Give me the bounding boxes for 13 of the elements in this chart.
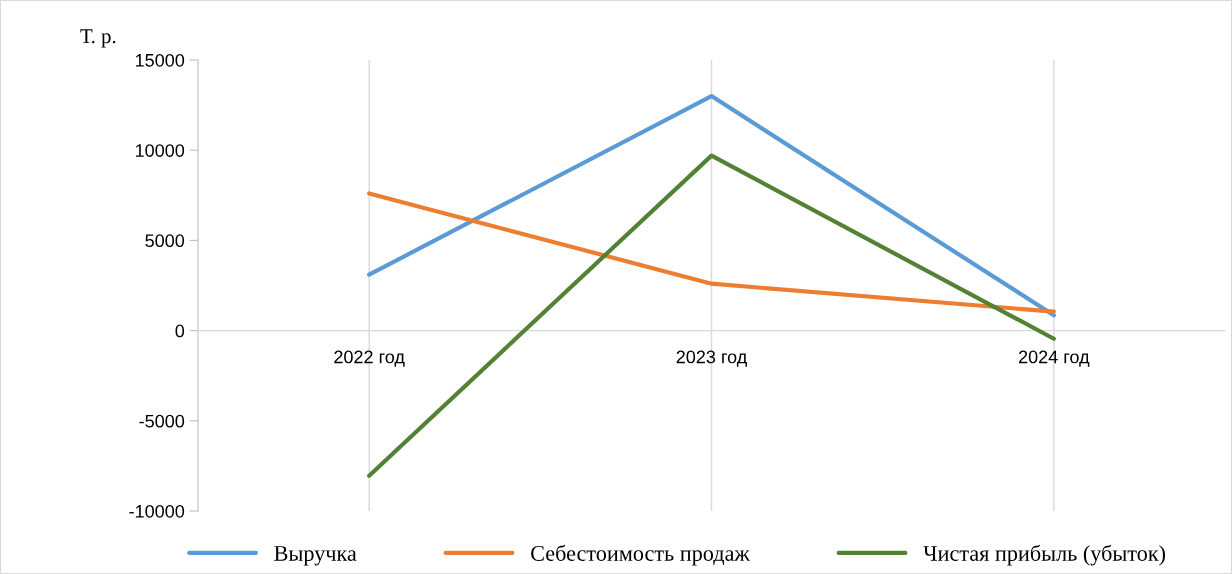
x-tick-label: 2023 год — [676, 350, 747, 367]
legend-label: Себестоимость продаж — [531, 544, 750, 566]
legend-label: Чистая прибыль (убыток) — [923, 544, 1166, 566]
y-tick-label: -5000 — [139, 414, 185, 428]
y-tick-label: 10000 — [135, 144, 185, 157]
legend-label: Выручка — [274, 546, 357, 566]
y-tick-label: 0 — [175, 324, 185, 338]
x-tick-label: 2022 год — [334, 350, 405, 367]
y-tick-label: 5000 — [145, 234, 185, 248]
y-axis-title: Т. р. — [80, 29, 116, 48]
x-tick-label: 2024 год — [1018, 350, 1090, 367]
y-tick-label: 15000 — [135, 53, 185, 67]
y-tick-label: -10000 — [129, 504, 185, 518]
